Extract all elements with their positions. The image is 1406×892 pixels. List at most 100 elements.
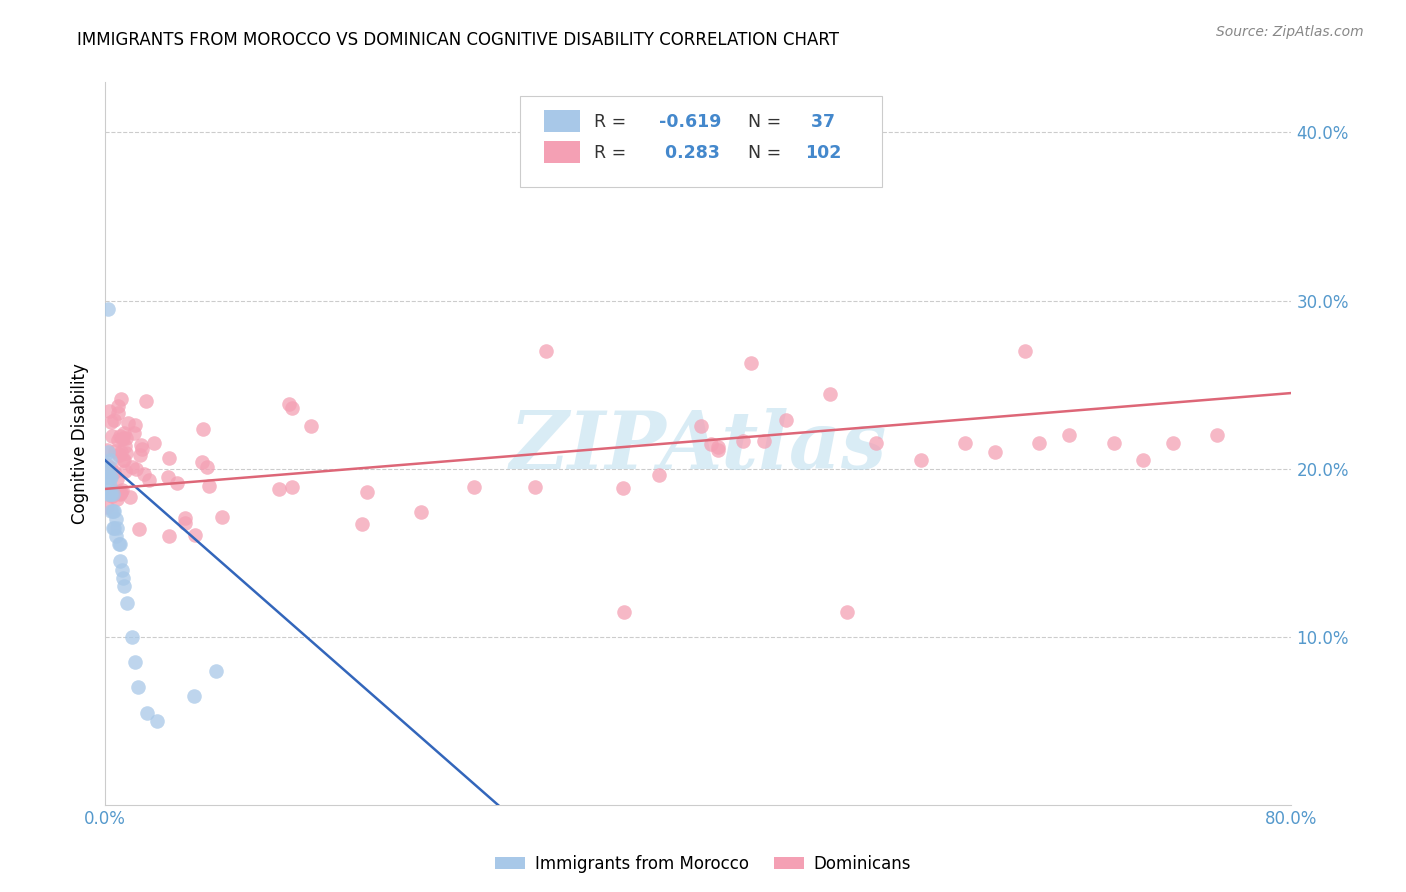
Point [124,655,146,669]
Point [356,484,378,499]
Point [112,425,135,440]
Point [183,689,205,703]
Point [955,436,977,450]
Point [107,537,129,551]
Point [142,436,165,450]
Point [98,478,121,492]
Point [121,460,143,475]
Point [117,417,139,431]
Point [205,664,228,678]
Point [97,445,120,459]
Point [173,511,195,525]
Point [690,419,713,434]
Point [114,579,136,593]
Point [299,419,322,434]
Point [98,470,121,484]
Point [131,442,153,457]
Point [191,421,214,435]
Point [195,460,218,475]
Point [129,438,152,452]
Point [1132,453,1154,467]
Point [101,520,124,534]
Y-axis label: Cognitive Disability: Cognitive Disability [72,363,89,524]
Point [1057,428,1080,442]
Point [1028,436,1050,450]
Point [135,706,157,720]
Point [138,473,160,487]
Point [100,415,122,429]
Point [97,301,120,316]
Point [128,448,150,462]
Point [118,490,141,504]
Text: Source: ZipAtlas.com: Source: ZipAtlas.com [1216,25,1364,39]
Point [463,480,485,494]
Point [191,455,214,469]
Point [280,480,302,494]
Point [409,505,432,519]
Point [101,429,124,443]
Point [278,397,301,411]
Point [108,537,131,551]
Point [111,432,134,446]
Point [103,466,125,480]
Point [700,436,723,450]
Point [98,403,121,417]
Point [105,472,128,486]
Point [157,451,180,466]
Point [198,479,221,493]
Point [184,528,207,542]
Point [101,487,124,501]
Point [122,425,145,440]
Point [96,478,118,492]
Point [110,392,132,406]
Point [740,355,762,369]
Point [707,440,730,454]
Point [733,434,755,448]
Point [108,554,131,568]
Point [103,484,125,499]
Point [612,481,634,495]
Point [523,480,546,494]
Point [104,529,127,543]
Point [1102,436,1125,450]
Point [103,413,125,427]
Point [105,491,128,506]
Point [110,484,132,499]
Point [707,443,730,458]
Point [1014,343,1036,358]
Legend: Immigrants from Morocco, Dominicans: Immigrants from Morocco, Dominicans [488,848,918,880]
Point [112,453,135,467]
Point [97,487,120,501]
Text: -0.619: -0.619 [659,112,721,130]
Point [103,504,125,518]
Point [117,596,139,610]
Point [110,445,132,459]
Point [108,429,131,443]
Text: IMMIGRANTS FROM MOROCCO VS DOMINICAN COGNITIVE DISABILITY CORRELATION CHART: IMMIGRANTS FROM MOROCCO VS DOMINICAN COG… [77,31,839,49]
Point [96,500,118,515]
Point [110,563,132,577]
Point [910,453,932,467]
Text: ZIPAtlas: ZIPAtlas [509,409,887,486]
Point [100,461,122,475]
Point [1161,436,1184,450]
Text: N =: N = [748,112,787,130]
Point [166,475,188,490]
Point [98,453,121,467]
Point [107,433,129,447]
Point [115,445,138,459]
Point [100,487,122,501]
Point [96,458,118,472]
Point [146,714,169,728]
Point [104,512,127,526]
Point [110,483,132,498]
Point [108,487,131,501]
Text: 37: 37 [806,112,835,130]
Point [100,470,122,484]
Point [101,504,124,518]
Point [107,407,129,421]
Point [1206,428,1229,442]
Point [121,630,143,644]
Point [112,431,135,445]
Point [984,445,1007,459]
